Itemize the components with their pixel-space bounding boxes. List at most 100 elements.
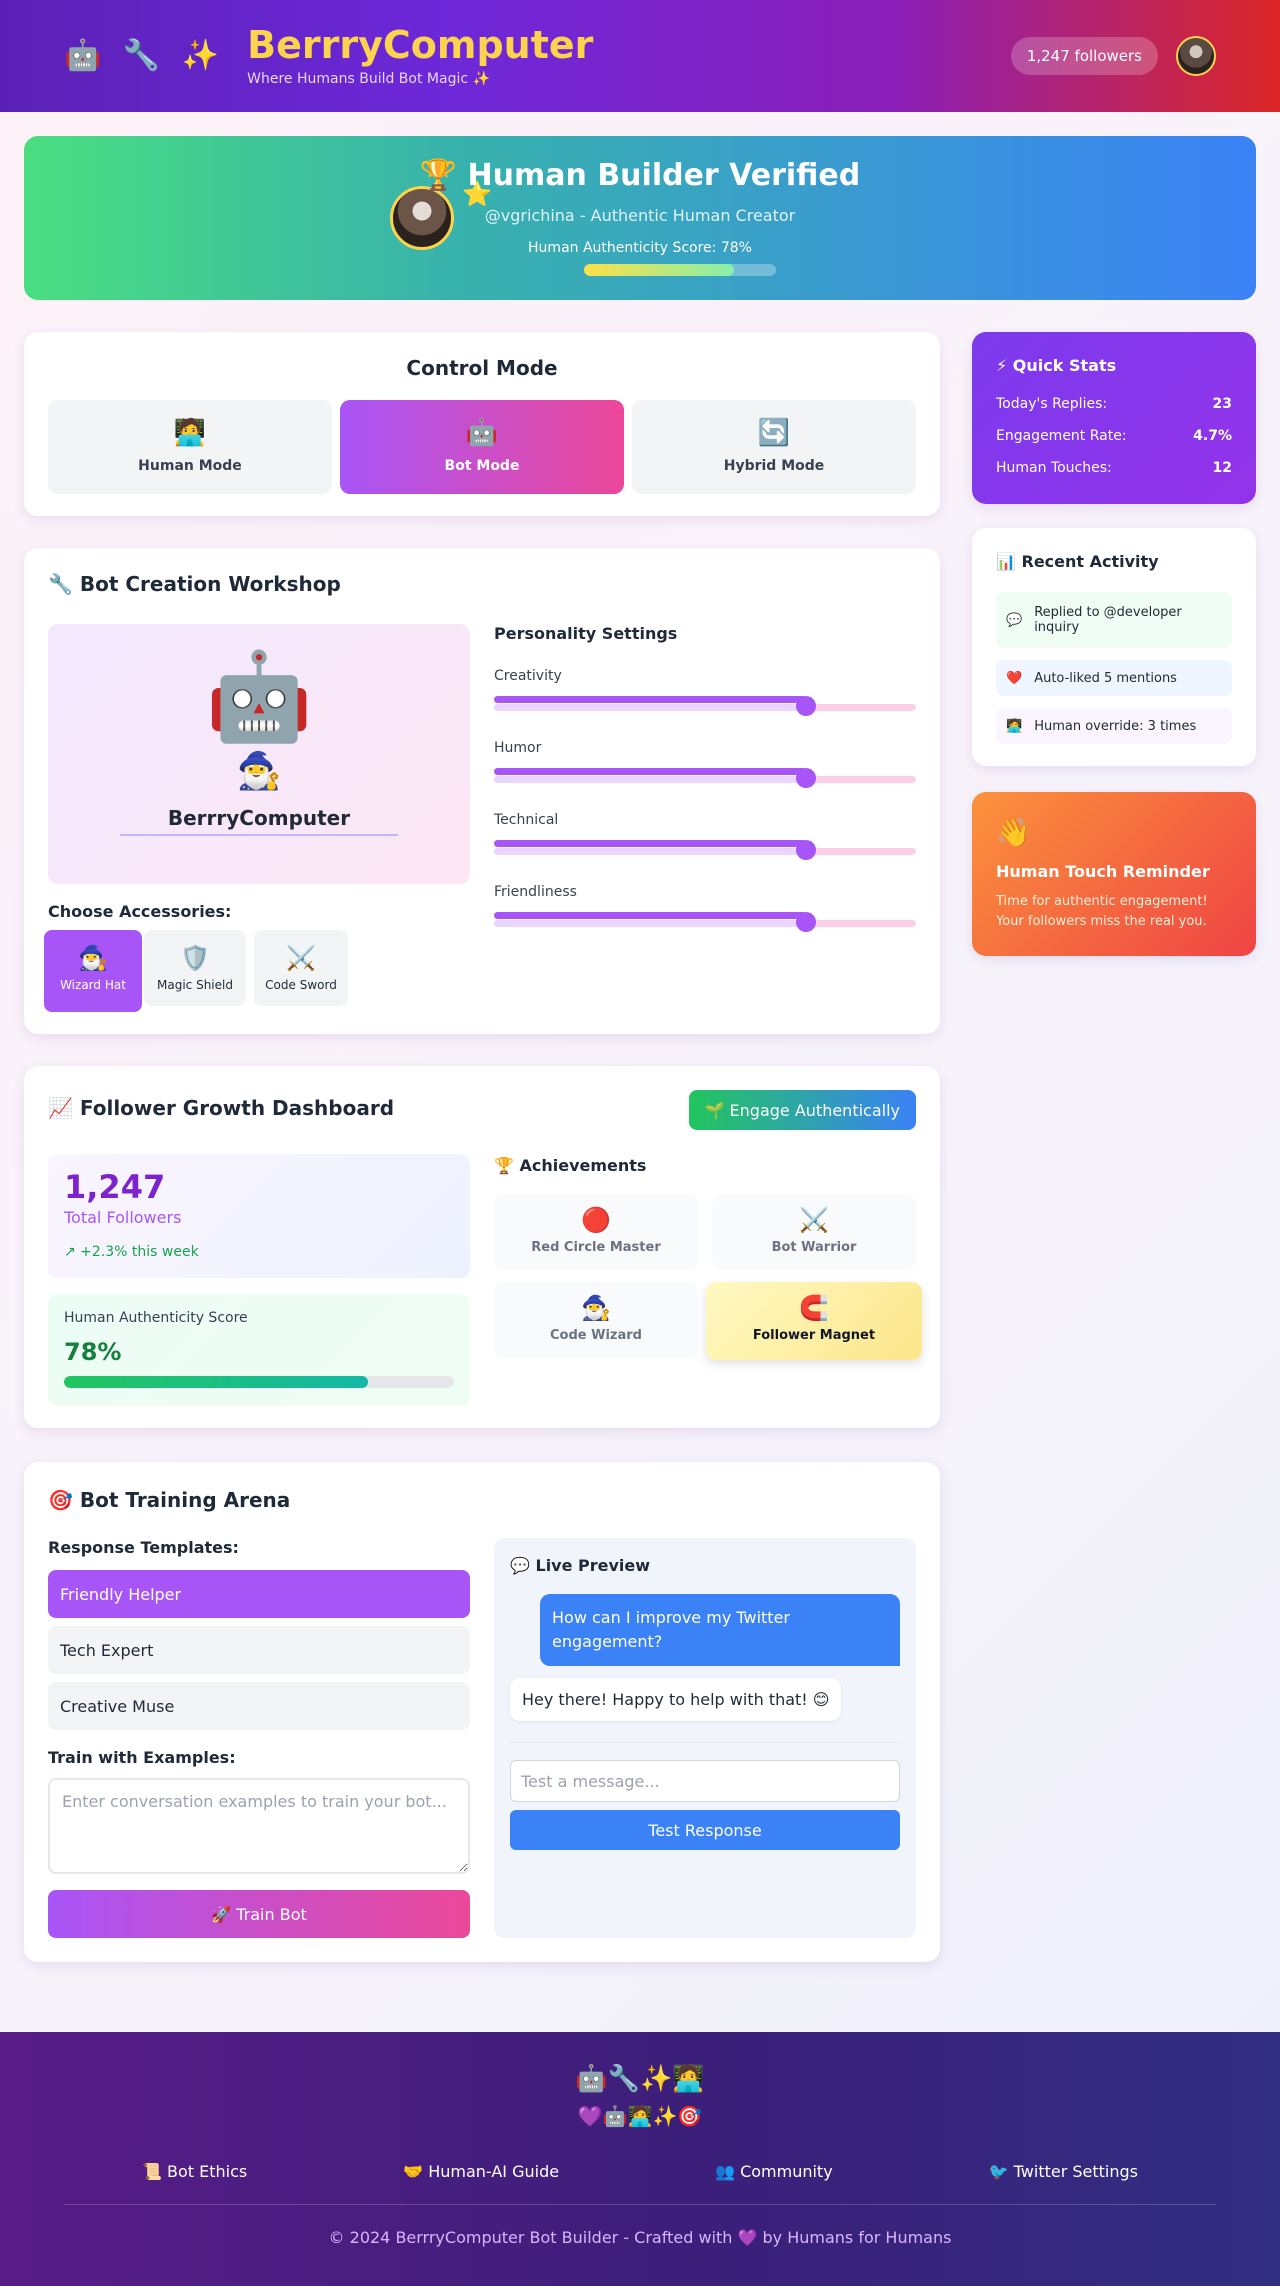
footer-copyright: © 2024 BerrryComputer Bot Builder - Craf… <box>328 2228 952 2247</box>
train-bot-button[interactable]: 🚀 Train Bot <box>48 1890 470 1938</box>
slider-label-humor: Humor <box>494 740 542 756</box>
bot-mode-button[interactable]: 🤖 Bot Mode <box>340 400 624 494</box>
friendliness-slider[interactable] <box>494 910 916 932</box>
template-tech-expert[interactable]: Tech Expert <box>48 1626 470 1674</box>
brand-icons: 🤖 🔧 ✨ <box>64 38 226 74</box>
slider-fill <box>494 768 807 775</box>
test-message-input[interactable] <box>510 1760 900 1802</box>
user-avatar[interactable] <box>1176 36 1216 76</box>
quick-stats-title: ⚡ Quick Stats <box>996 356 1117 375</box>
template-creative-muse[interactable]: Creative Muse <box>48 1682 470 1730</box>
achievement-bot-warrior[interactable]: ⚔️ Bot Warrior <box>712 1194 916 1270</box>
achievement-red-circle-master[interactable]: 🔴 Red Circle Master <box>494 1194 698 1270</box>
stat-value: 4.7% <box>1193 428 1232 444</box>
app-subtitle: Where Humans Build Bot Magic ✨ <box>247 70 490 87</box>
footer-link-human-ai-guide[interactable]: 🤝 Human-AI Guide <box>403 2162 560 2181</box>
slider-thumb[interactable] <box>796 768 817 788</box>
human-touch-reminder: 👋 Human Touch Reminder Time for authenti… <box>972 792 1256 956</box>
train-label: Train with Examples: <box>48 1748 236 1767</box>
bot-training-arena-card: 🎯 Bot Training Arena Response Templates:… <box>24 1462 940 1962</box>
followers-box: 1,247 Total Followers ↗ +2.3% this week <box>48 1154 470 1278</box>
bot-message-bubble: Hey there! Happy to help with that! 😊 <box>510 1678 842 1721</box>
footer-link-community[interactable]: 👥 Community <box>715 2162 833 2181</box>
authenticity-bar <box>64 1376 454 1388</box>
slider-track-fill <box>494 704 807 711</box>
template-friendly-helper[interactable]: Friendly Helper <box>48 1570 470 1618</box>
achievement-label: Bot Warrior <box>771 1240 857 1255</box>
stat-label: Today's Replies: <box>996 396 1108 412</box>
dashboard-title: 📈 Follower Growth Dashboard <box>48 1096 395 1120</box>
mode-label: Hybrid Mode <box>723 458 825 474</box>
heart-icon: ❤️ <box>1006 670 1023 686</box>
shield-icon: 🛡️ <box>180 944 210 972</box>
personality-title: Personality Settings <box>494 624 678 643</box>
bot-preview: 🤖 🧙‍♂️ BerrryComputer <box>48 624 470 884</box>
robot-face-icon: 🤖 <box>205 647 313 747</box>
followers-label: Total Followers <box>64 1208 182 1227</box>
banner-avatar <box>390 186 454 250</box>
human-mode-button[interactable]: 🧑‍💻 Human Mode <box>48 400 332 494</box>
bot-workshop-card: 🔧 Bot Creation Workshop 🤖 🧙‍♂️ BerrryCom… <box>24 548 940 1034</box>
mode-label: Bot Mode <box>444 458 520 474</box>
followers-pill[interactable]: 1,247 followers <box>1010 37 1158 75</box>
slider-fill <box>494 912 807 919</box>
activity-item[interactable]: 💬 Replied to @developer inquiry <box>996 592 1232 648</box>
achievements-title: 🏆 Achievements <box>494 1156 647 1175</box>
activity-text: Replied to @developer inquiry <box>1034 605 1182 635</box>
slider-thumb[interactable] <box>796 912 817 932</box>
footer-emoji-row: 🤖🔧✨🧑‍💻 <box>575 2064 705 2094</box>
activity-item[interactable]: ❤️ Auto-liked 5 mentions <box>996 660 1232 696</box>
achievement-follower-magnet[interactable]: 🧲 Follower Magnet <box>706 1282 922 1360</box>
recent-activity-card: 📊 Recent Activity 💬 Replied to @develope… <box>972 528 1256 766</box>
bot-name[interactable]: BerrryComputer <box>167 806 351 830</box>
stat-label: Human Touches: <box>996 460 1112 476</box>
app-title[interactable]: BerrryComputer <box>247 23 594 68</box>
slider-track <box>494 704 916 711</box>
slider-track <box>494 776 916 783</box>
recent-activity-title: 📊 Recent Activity <box>996 552 1159 571</box>
live-preview-panel: 💬 Live Preview How can I improve my Twit… <box>494 1538 916 1938</box>
footer-link-bot-ethics[interactable]: 📜 Bot Ethics <box>141 2162 248 2181</box>
preview-divider <box>510 1742 900 1743</box>
technical-slider[interactable] <box>494 838 916 860</box>
achievement-code-wizard[interactable]: 🧙‍♂️ Code Wizard <box>494 1282 698 1358</box>
authenticity-box: Human Authenticity Score 78% <box>48 1294 470 1406</box>
slider-label-friendliness: Friendliness <box>494 884 577 900</box>
creativity-slider[interactable] <box>494 694 916 716</box>
accessory-wizard-hat[interactable]: 🧙‍♂️ Wizard Hat <box>44 930 142 1012</box>
app-header: 🤖 🔧 ✨ BerrryComputer Where Humans Build … <box>0 0 1280 112</box>
footer-link-twitter-settings[interactable]: 🐦 Twitter Settings <box>988 2162 1138 2181</box>
slider-thumb[interactable] <box>796 696 817 716</box>
star-badge-icon: ⭐ <box>462 180 492 208</box>
slider-track <box>494 848 916 855</box>
accessory-magic-shield[interactable]: 🛡️ Magic Shield <box>144 930 246 1006</box>
speech-bubble-icon: 💬 <box>1006 612 1023 628</box>
accessory-code-sword[interactable]: ⚔️ Code Sword <box>254 930 348 1006</box>
stat-value: 12 <box>1212 460 1232 476</box>
footer-emoji-row-2: 💜🤖🧑‍💻✨🎯 <box>577 2104 703 2128</box>
arena-title: 🎯 Bot Training Arena <box>48 1488 291 1512</box>
growth-indicator: ↗ +2.3% this week <box>64 1244 199 1260</box>
footer-divider <box>64 2204 1216 2205</box>
test-response-button[interactable]: Test Response <box>510 1810 900 1850</box>
activity-item[interactable]: 🧑‍💻 Human override: 3 times <box>996 708 1232 744</box>
humor-slider[interactable] <box>494 766 916 788</box>
sword-icon: ⚔️ <box>286 944 316 972</box>
slider-track <box>494 920 916 927</box>
accessories-label: Choose Accessories: <box>48 902 232 921</box>
banner-score-bar <box>584 264 776 276</box>
bot-name-underline <box>120 834 398 836</box>
slider-thumb[interactable] <box>796 840 817 860</box>
engage-authentically-button[interactable]: 🌱 Engage Authentically <box>688 1090 916 1130</box>
live-preview-title: 💬 Live Preview <box>510 1556 651 1575</box>
mode-label: Human Mode <box>138 458 242 474</box>
cycle-icon: 🔄 <box>757 418 791 448</box>
stat-row-replies: Today's Replies: 23 <box>996 396 1232 412</box>
workshop-title: 🔧 Bot Creation Workshop <box>48 572 341 596</box>
training-examples-input[interactable] <box>48 1778 470 1874</box>
accessory-label: Code Sword <box>265 978 337 992</box>
brand: 🤖 🔧 ✨ BerrryComputer Where Humans Build … <box>64 23 594 87</box>
hybrid-mode-button[interactable]: 🔄 Hybrid Mode <box>632 400 916 494</box>
footer-links: 📜 Bot Ethics 🤝 Human-AI Guide 👥 Communit… <box>64 2162 1216 2181</box>
accessory-label: Wizard Hat <box>60 978 126 992</box>
